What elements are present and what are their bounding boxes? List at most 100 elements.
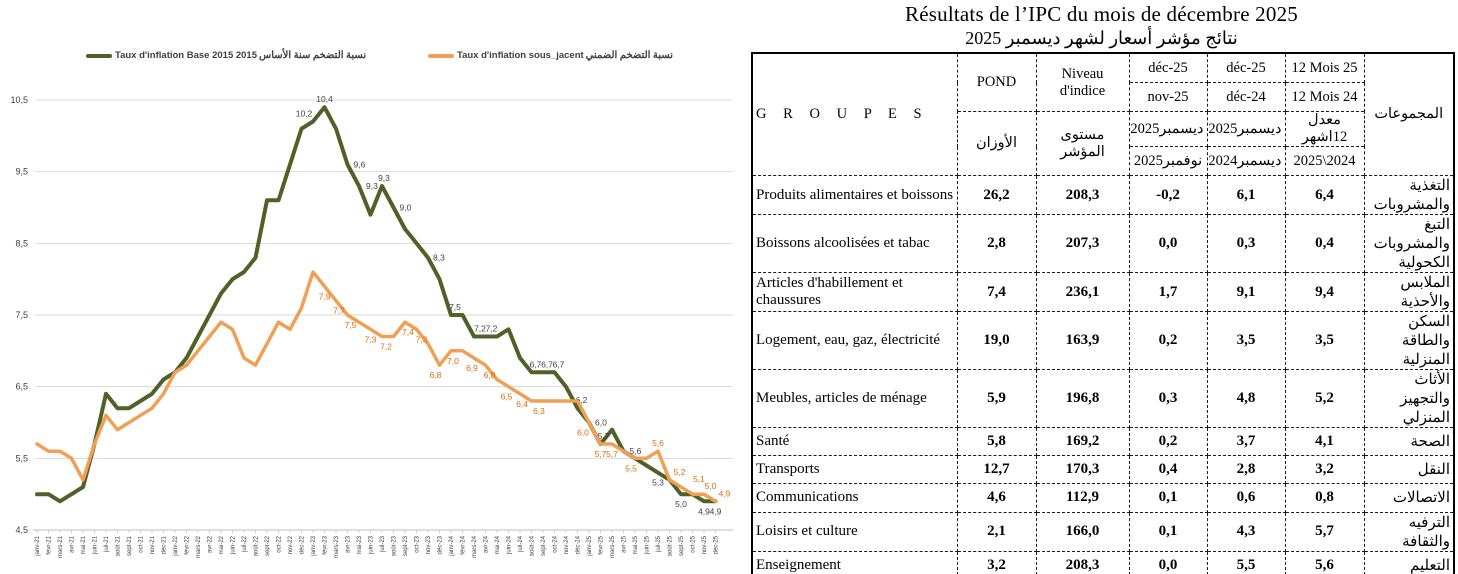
legend-item-sous-jacent: Taux d'inflation sous_jacent نسبة التضخم… [428,50,673,61]
cell-month-change: 0,1 [1128,483,1208,513]
data-label: 7,5 [345,320,357,330]
x-tick-label: juil-25 [656,535,662,553]
header-mm-3: ديسمبر2025 [1128,111,1208,147]
cell-group-ar: التغذية والمشروبات [1363,175,1455,215]
cell-12month-avg: 4,1 [1284,426,1365,457]
cell-12month-avg: 3,2 [1284,455,1365,485]
cell-month-change: -0,2 [1128,175,1208,215]
cell-pond: 5,8 [956,426,1037,457]
cell-index-level: 166,0 [1035,511,1130,552]
header-avg-3: معدل 12اشهر [1284,111,1365,147]
cell-group-fr: Boissons alcoolisées et tabac [751,214,958,273]
y-tick-label: 6,5 [15,382,28,392]
ipc-table-body: Produits alimentaires et boissons 26,2 208… [751,175,1455,574]
data-label: 8,3 [433,253,445,263]
cell-12month-avg: 0,8 [1284,483,1365,513]
y-tick-label: 9,5 [15,167,28,177]
header-mm-4: نوفمبر2025 [1128,146,1208,176]
x-tick-label: juil-22 [242,535,248,553]
cell-pond: 7,4 [956,272,1037,312]
data-label: 5,1 [693,474,705,484]
x-tick-label: janv-24 [449,535,455,556]
cell-group-fr: Articles d'habillement et chaussures [751,272,958,312]
header-pond-ar: الأوزان [956,111,1037,176]
inflation-chart-panel: Taux d'inflation Base 2015 2015 نسبة الت… [0,50,745,558]
x-tick-label: mai-21 [81,535,87,554]
x-tick-label: mars-23 [334,535,340,558]
x-tick-label: nov-25 [702,535,708,554]
data-label: 4,9 [719,488,731,498]
header-groupes: G R O U P E S [751,52,958,176]
x-tick-label: juin-21 [93,535,99,555]
x-tick-label: août-25 [668,535,674,556]
cell-year-change: 9,1 [1206,272,1286,312]
x-tick-label: juin-23 [369,535,375,555]
x-tick-label: août-23 [392,535,398,556]
x-tick-label: avr-25 [622,535,628,553]
data-label: 6,9 [466,363,478,373]
data-label: 10,4 [316,94,333,104]
data-label: 5,6 [630,446,642,456]
inflation-line-chart: 4,5 5,5 6,5 7,5 8,5 9,5 10,5 janv-21 févr-21 mars… [10,94,733,558]
cell-group-fr: Enseignement [751,550,958,574]
data-label: 7,2 [474,324,486,334]
x-tick-label: mai-22 [219,535,225,554]
x-tick-label: juin-25 [645,535,651,555]
data-label: 4,9 [710,506,722,516]
table-row: Transports 12,7 170,3 0,4 2,8 3,2 النقل [751,455,1455,485]
data-label: 6,8 [430,370,442,380]
x-tick-label: sept-23 [403,535,409,556]
header-niveau-fr: Niveau d'indice [1035,52,1130,112]
y-tick-label: 4,5 [15,525,28,535]
chart-legend: Taux d'inflation Base 2015 2015 نسبة الت… [0,50,745,72]
table-row: Produits alimentaires et boissons 26,2 208… [751,175,1455,215]
header-avg-1: 12 Mois 25 [1284,52,1365,83]
cell-group-ar: التعليم [1363,550,1455,574]
data-label: 7,3 [365,334,377,344]
gridlines [35,99,733,531]
x-tick-label: oct-24 [553,535,559,552]
y-tick-label: 10,5 [10,95,28,105]
cell-12month-avg: 5,6 [1284,550,1365,574]
legend-label-fr: Taux d'inflation sous_jacent [457,50,584,61]
series-line-sous-jacent [35,270,718,504]
data-label: 9,3 [366,181,378,191]
cell-index-level: 207,3 [1035,214,1130,273]
x-tick-label: nov-23 [426,535,432,554]
data-label: 5,3 [652,478,664,488]
data-label: 6,7 [553,359,565,369]
cell-year-change: 0,3 [1206,214,1286,273]
data-label: 7,3 [416,334,428,344]
x-tick-label: janv-22 [173,535,179,556]
cell-group-fr: Loisirs et culture [751,511,958,552]
data-label: 6,0 [577,428,589,438]
cell-group-fr: Communications [751,483,958,513]
table-row: Enseignement 3,2 208,3 0,0 5,5 5,6 التعليم [751,550,1455,574]
cell-month-change: 0,1 [1128,511,1208,552]
cell-12month-avg: 3,5 [1284,311,1365,370]
cell-index-level: 163,9 [1035,311,1130,370]
data-label: 6,0 [595,418,607,428]
data-label: 5,2 [674,467,686,477]
cell-index-level: 196,8 [1035,369,1130,428]
y-tick-label: 7,5 [15,310,28,320]
data-label: 7,2 [486,324,498,334]
cell-group-fr: Santé [751,426,958,457]
header-mm-1: déc-25 [1128,52,1208,83]
cell-year-change: 0,6 [1206,483,1286,513]
data-label: 6,4 [516,399,528,409]
data-label: 5,7 [598,431,610,441]
data-label: 7,4 [402,327,414,337]
data-label: 4,9 [698,506,710,516]
legend-swatch-green-icon [86,53,112,58]
x-tick-label: juin-22 [231,535,237,555]
cell-group-ar: الاتصالات [1363,483,1455,513]
x-tick-label: janv-25 [587,535,593,556]
table-row: Communications 4,6 112,9 0,1 0,6 0,8 الاتصالات [751,483,1455,513]
x-tick-label: mai-23 [357,535,363,554]
table-row: Articles d'habillement et chaussures 7,4 2… [751,272,1455,312]
x-tick-label: juin-24 [507,535,513,555]
cell-12month-avg: 6,4 [1284,175,1365,215]
data-label: 5,7 [595,449,607,459]
